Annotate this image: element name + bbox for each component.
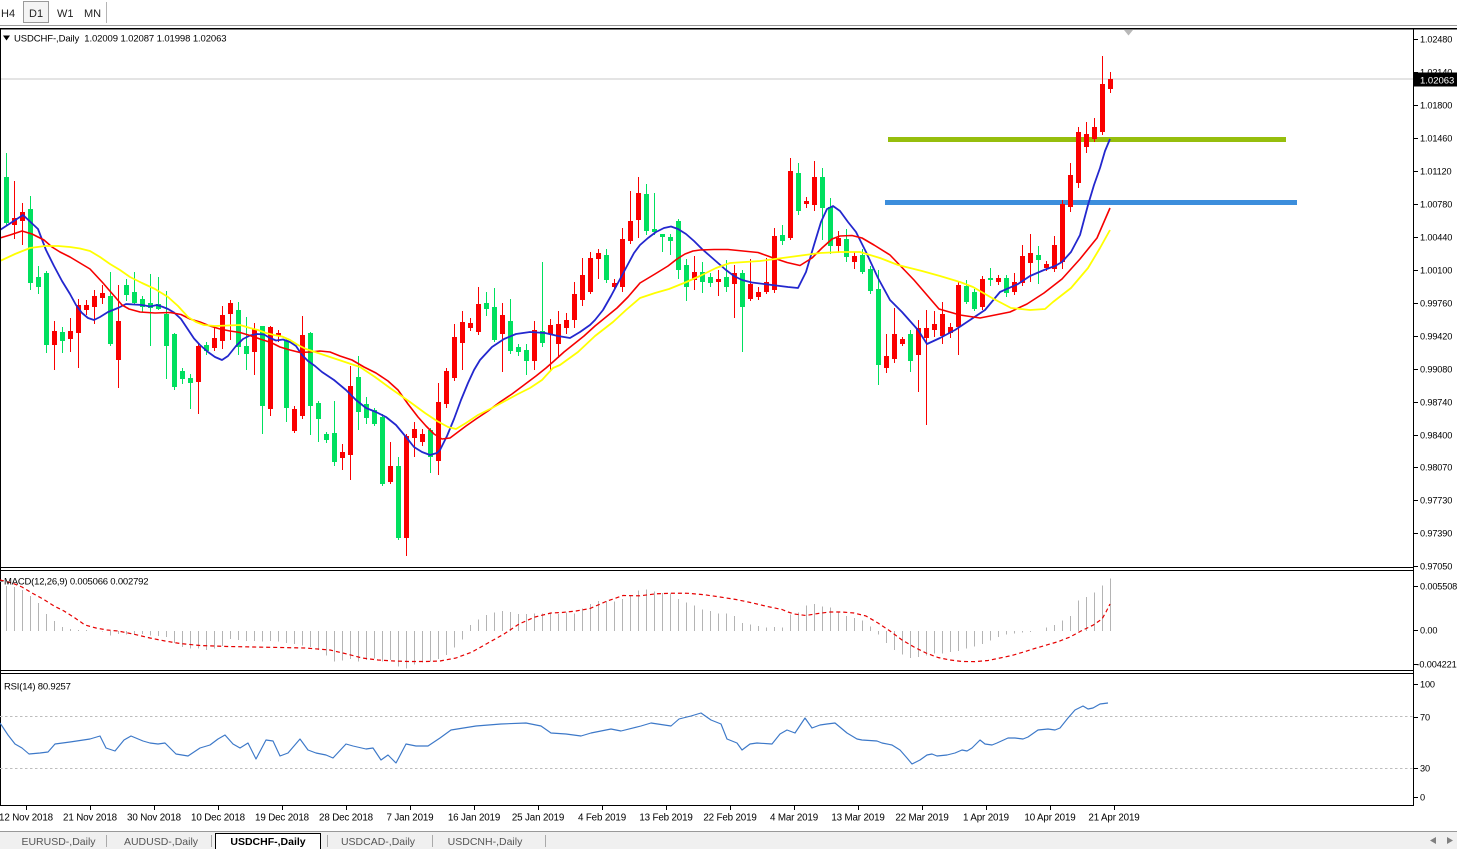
svg-text:7 Jan 2019: 7 Jan 2019 bbox=[387, 813, 434, 824]
svg-text:USDCHF-,Daily 1.02009 1.02087: USDCHF-,Daily 1.02009 1.02087 1.01998 1.… bbox=[14, 34, 226, 45]
svg-text:MACD(12,26,9) 0.005066 0.00279: MACD(12,26,9) 0.005066 0.002792 bbox=[4, 577, 148, 588]
svg-text:1.00440: 1.00440 bbox=[1420, 233, 1452, 243]
svg-text:30 Nov 2018: 30 Nov 2018 bbox=[127, 813, 182, 824]
svg-text:21 Apr 2019: 21 Apr 2019 bbox=[1088, 813, 1139, 824]
svg-text:RSI(14) 80.9257: RSI(14) 80.9257 bbox=[4, 682, 71, 693]
svg-text:10 Dec 2018: 10 Dec 2018 bbox=[191, 813, 246, 824]
svg-text:1.02480: 1.02480 bbox=[1420, 35, 1452, 45]
svg-text:4 Feb 2019: 4 Feb 2019 bbox=[578, 813, 626, 824]
svg-text:19 Dec 2018: 19 Dec 2018 bbox=[255, 813, 310, 824]
svg-text:0.97390: 0.97390 bbox=[1420, 529, 1452, 539]
svg-text:1.00780: 1.00780 bbox=[1420, 200, 1452, 210]
svg-text:USDCAD-,Daily: USDCAD-,Daily bbox=[341, 836, 416, 848]
svg-text:EURUSD-,Daily: EURUSD-,Daily bbox=[21, 836, 96, 848]
svg-text:30: 30 bbox=[1420, 764, 1430, 774]
svg-text:USDCHF-,Daily: USDCHF-,Daily bbox=[230, 836, 305, 848]
svg-text:21 Nov 2018: 21 Nov 2018 bbox=[63, 813, 118, 824]
svg-text:0.99080: 0.99080 bbox=[1420, 365, 1452, 375]
svg-text:H4: H4 bbox=[1, 8, 15, 20]
svg-text:28 Dec 2018: 28 Dec 2018 bbox=[319, 813, 374, 824]
svg-text:4 Mar 2019: 4 Mar 2019 bbox=[770, 813, 818, 824]
svg-text:16 Jan 2019: 16 Jan 2019 bbox=[448, 813, 500, 824]
svg-text:1.01460: 1.01460 bbox=[1420, 134, 1452, 144]
svg-text:12 Nov 2018: 12 Nov 2018 bbox=[0, 813, 54, 824]
svg-text:W1: W1 bbox=[57, 8, 74, 20]
svg-text:0.99420: 0.99420 bbox=[1420, 332, 1452, 342]
svg-text:22 Feb 2019: 22 Feb 2019 bbox=[703, 813, 756, 824]
svg-text:13 Feb 2019: 13 Feb 2019 bbox=[639, 813, 692, 824]
svg-text:0.005508: 0.005508 bbox=[1420, 582, 1457, 592]
svg-text:0: 0 bbox=[1420, 793, 1425, 803]
svg-text:0.98740: 0.98740 bbox=[1420, 398, 1452, 408]
svg-text:1.02063: 1.02063 bbox=[1420, 76, 1454, 87]
svg-text:70: 70 bbox=[1420, 713, 1430, 723]
svg-text:USDCNH-,Daily: USDCNH-,Daily bbox=[448, 836, 523, 848]
svg-text:0.98400: 0.98400 bbox=[1420, 431, 1452, 441]
svg-text:0.97050: 0.97050 bbox=[1420, 562, 1452, 572]
svg-text:MN: MN bbox=[84, 8, 101, 20]
svg-text:AUDUSD-,Daily: AUDUSD-,Daily bbox=[124, 836, 199, 848]
svg-text:0.98070: 0.98070 bbox=[1420, 463, 1452, 473]
svg-text:1.01800: 1.01800 bbox=[1420, 101, 1452, 111]
svg-text:1.00100: 1.00100 bbox=[1420, 266, 1452, 276]
svg-text:0.97730: 0.97730 bbox=[1420, 496, 1452, 506]
svg-text:-0.004221: -0.004221 bbox=[1417, 660, 1457, 670]
svg-text:D1: D1 bbox=[29, 8, 43, 20]
svg-text:1.01120: 1.01120 bbox=[1420, 167, 1452, 177]
svg-text:100: 100 bbox=[1420, 680, 1435, 690]
svg-text:13 Mar 2019: 13 Mar 2019 bbox=[831, 813, 884, 824]
svg-text:10 Apr 2019: 10 Apr 2019 bbox=[1024, 813, 1075, 824]
svg-text:0.00: 0.00 bbox=[1420, 626, 1437, 636]
svg-text:22 Mar 2019: 22 Mar 2019 bbox=[895, 813, 948, 824]
svg-text:1 Apr 2019: 1 Apr 2019 bbox=[963, 813, 1009, 824]
svg-text:25 Jan 2019: 25 Jan 2019 bbox=[512, 813, 564, 824]
svg-text:0.99760: 0.99760 bbox=[1420, 299, 1452, 309]
